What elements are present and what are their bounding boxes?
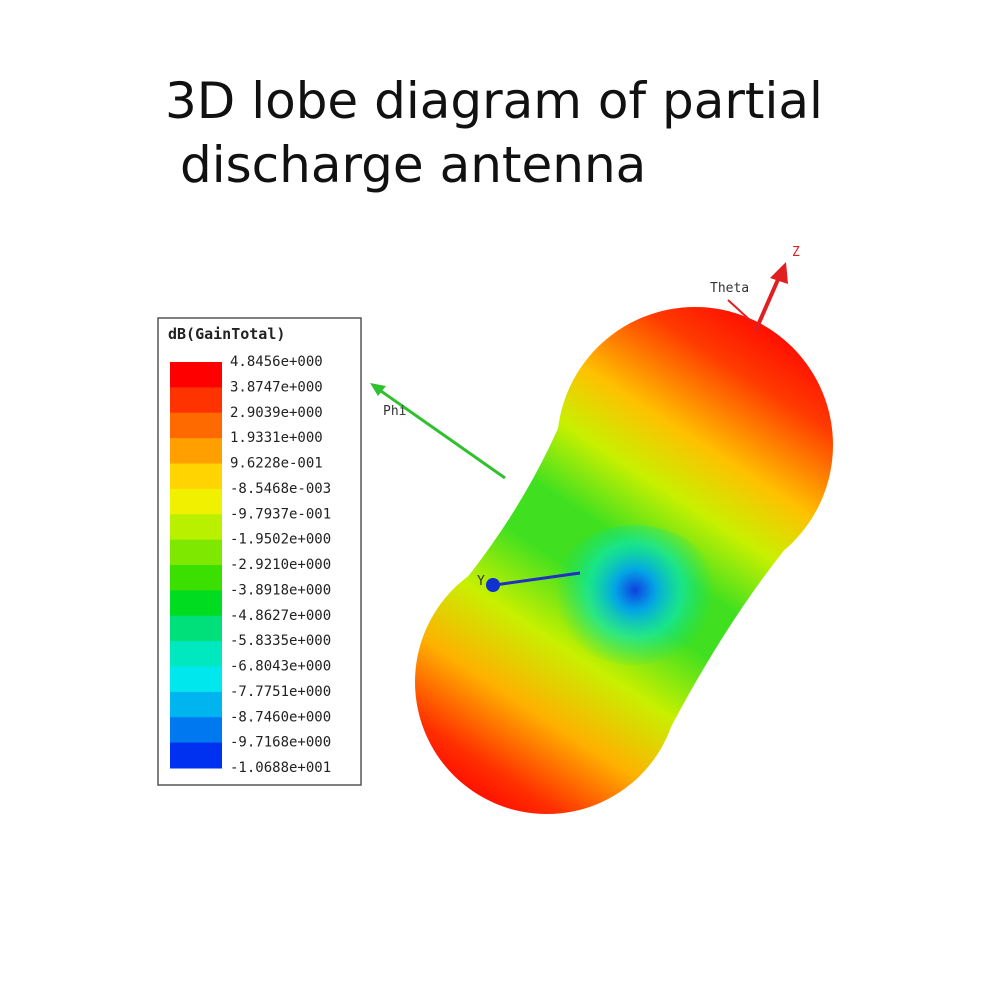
legend-swatch xyxy=(170,362,222,388)
axis-label: Z xyxy=(792,245,800,260)
legend: dB(GainTotal) 4.8456e+000 3.8747e+000 2.90… xyxy=(157,317,362,786)
legend-label: -4.8627e+000 xyxy=(230,608,331,624)
legend-swatch xyxy=(170,438,222,464)
legend-title: dB(GainTotal) xyxy=(168,325,285,343)
legend-swatch xyxy=(170,641,222,667)
legend-swatch xyxy=(170,488,222,515)
legend-label: -5.8335e+000 xyxy=(230,633,331,649)
legend-label: -9.7937e-001 xyxy=(230,506,331,522)
legend-label: -8.5468e-003 xyxy=(230,481,331,497)
legend-label: -3.8918e+000 xyxy=(230,582,331,598)
legend-swatch xyxy=(170,463,222,490)
legend-swatch xyxy=(170,412,222,439)
axis-phi xyxy=(370,383,506,480)
radiation-lobe xyxy=(415,307,833,814)
legend-label: -1.0688e+001 xyxy=(230,760,331,776)
legend-swatch xyxy=(170,590,222,617)
legend-swatch xyxy=(170,539,222,566)
legend-label: -2.9210e+000 xyxy=(230,557,331,573)
legend-label: 4.8456e+000 xyxy=(230,354,323,370)
legend-label: -6.8043e+000 xyxy=(230,659,331,675)
legend-label: -1.9502e+000 xyxy=(230,532,331,548)
title-line: 3D lobe diagram of partial xyxy=(165,72,823,130)
legend-label: 9.6228e-001 xyxy=(230,456,323,472)
legend-label: 1.9331e+000 xyxy=(230,430,323,446)
legend-label: -7.7751e+000 xyxy=(230,684,331,700)
legend-swatch xyxy=(170,615,222,642)
axis-z xyxy=(727,262,788,333)
legend-label: -8.7460e+000 xyxy=(230,709,331,725)
legend-label: 3.8747e+000 xyxy=(230,379,323,395)
axis-y xyxy=(486,571,581,592)
legend-swatch xyxy=(170,717,222,744)
legend-swatch xyxy=(170,742,222,769)
title-line: discharge antenna xyxy=(180,136,646,194)
legend-swatch xyxy=(170,565,222,591)
axis-label: Theta xyxy=(710,281,749,296)
legend-swatch xyxy=(170,387,222,414)
axis-label: Phi xyxy=(383,404,406,419)
legend-label: -9.7168e+000 xyxy=(230,735,331,751)
legend-swatch xyxy=(170,514,222,541)
axis-label: Y xyxy=(477,574,485,589)
legend-swatch xyxy=(170,666,222,693)
legend-label: 2.9039e+000 xyxy=(230,405,323,421)
legend-swatch xyxy=(170,691,222,718)
